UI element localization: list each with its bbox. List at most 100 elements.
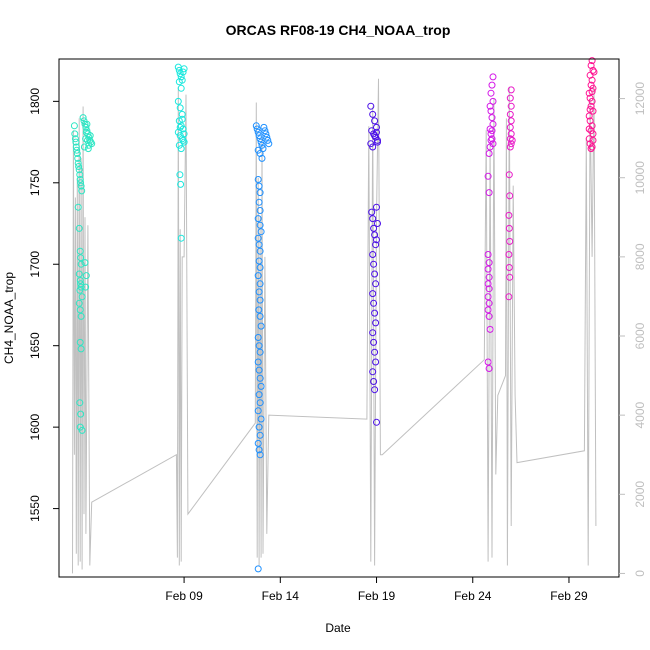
data-point	[485, 312, 493, 320]
data-point	[369, 215, 377, 223]
y2-tick-label: 4000	[633, 401, 647, 428]
data-point	[262, 130, 270, 138]
data-point	[256, 312, 264, 320]
series-rf12	[484, 73, 497, 372]
data-point	[486, 102, 494, 110]
x-axis: Feb 09 Feb 14 Feb 19 Feb 24 Feb 29	[165, 577, 588, 603]
data-point	[369, 110, 377, 118]
data-point	[252, 122, 260, 130]
data-point	[255, 391, 263, 399]
data-point	[485, 285, 493, 293]
y2-tick-label: 2000	[633, 481, 647, 508]
data-point	[506, 94, 514, 102]
data-point	[76, 176, 84, 183]
data-point	[75, 299, 83, 307]
data-point	[255, 241, 263, 249]
data-point	[79, 114, 87, 122]
data-point	[256, 296, 264, 304]
data-point	[256, 374, 264, 382]
data-point	[485, 273, 493, 281]
data-point	[372, 280, 380, 288]
y-tick-label: 1650	[28, 332, 42, 359]
data-point	[81, 120, 89, 128]
data-point	[77, 283, 85, 291]
data-point	[78, 426, 86, 434]
x-tick-label: Feb 24	[454, 589, 492, 603]
data-point	[77, 260, 85, 268]
data-point	[175, 66, 183, 74]
data-point	[507, 117, 515, 125]
y2-axis: 0 2000 4000 6000 8000 10000 12000	[619, 82, 647, 577]
data-point	[255, 257, 263, 265]
data-point	[585, 125, 593, 133]
data-point	[588, 57, 596, 65]
series-rf11	[367, 102, 381, 426]
data-point	[255, 288, 263, 296]
data-point	[82, 135, 90, 143]
data-point	[370, 378, 378, 385]
data-point	[256, 221, 264, 229]
data-point	[256, 348, 264, 356]
data-point	[485, 259, 493, 267]
data-point	[177, 234, 185, 242]
data-point	[506, 192, 514, 200]
series-rf08	[70, 114, 96, 434]
data-point	[81, 259, 89, 267]
x-tick-label: Feb 29	[550, 589, 588, 603]
data-point	[255, 446, 263, 454]
series-rf14	[585, 57, 598, 153]
y-tick-label: 1700	[28, 251, 42, 278]
data-point	[74, 203, 82, 211]
data-point	[505, 211, 513, 219]
data-point	[371, 386, 379, 394]
data-point	[254, 407, 262, 415]
data-point	[176, 123, 184, 131]
data-point	[255, 132, 263, 140]
data-point	[177, 180, 185, 188]
data-point	[371, 348, 379, 356]
data-point	[74, 159, 82, 167]
data-point	[487, 136, 495, 144]
altitude-layer	[72, 78, 597, 574]
data-point	[76, 286, 84, 294]
data-point	[374, 138, 381, 146]
data-point	[590, 68, 598, 76]
y2-tick-label: 8000	[633, 243, 647, 270]
y2-tick-label: 0	[633, 570, 647, 577]
data-point	[486, 325, 494, 333]
data-point	[585, 135, 593, 143]
data-point	[372, 241, 380, 249]
plot-frame	[58, 58, 620, 578]
x-tick-label: Feb 09	[165, 589, 203, 603]
data-point	[72, 138, 80, 146]
data-point	[485, 365, 493, 372]
data-point	[488, 127, 496, 135]
data-point	[75, 224, 83, 232]
data-point	[83, 120, 91, 128]
data-point	[253, 125, 261, 133]
data-point	[488, 135, 496, 143]
data-point	[505, 264, 513, 271]
data-point	[178, 115, 186, 123]
x-tick-label: Feb 14	[262, 589, 300, 603]
data-point	[588, 143, 596, 151]
series-rf13	[505, 86, 516, 301]
data-point	[371, 117, 379, 125]
data-point	[505, 171, 513, 179]
data-point	[255, 423, 263, 431]
data-point	[586, 106, 594, 113]
data-point	[372, 358, 380, 366]
data-point	[77, 312, 85, 320]
y-tick-label: 1750	[28, 169, 42, 196]
data-point	[254, 439, 262, 447]
y-axis: 1550 1600 1650 1700 1750 1800	[28, 88, 59, 522]
data-point	[507, 102, 515, 110]
points-layer	[70, 57, 598, 573]
data-point	[180, 65, 188, 73]
data-point	[258, 141, 266, 149]
data-point	[485, 150, 493, 157]
data-point	[82, 283, 90, 291]
data-point	[264, 136, 272, 144]
data-point	[70, 122, 78, 130]
data-point	[263, 133, 271, 141]
